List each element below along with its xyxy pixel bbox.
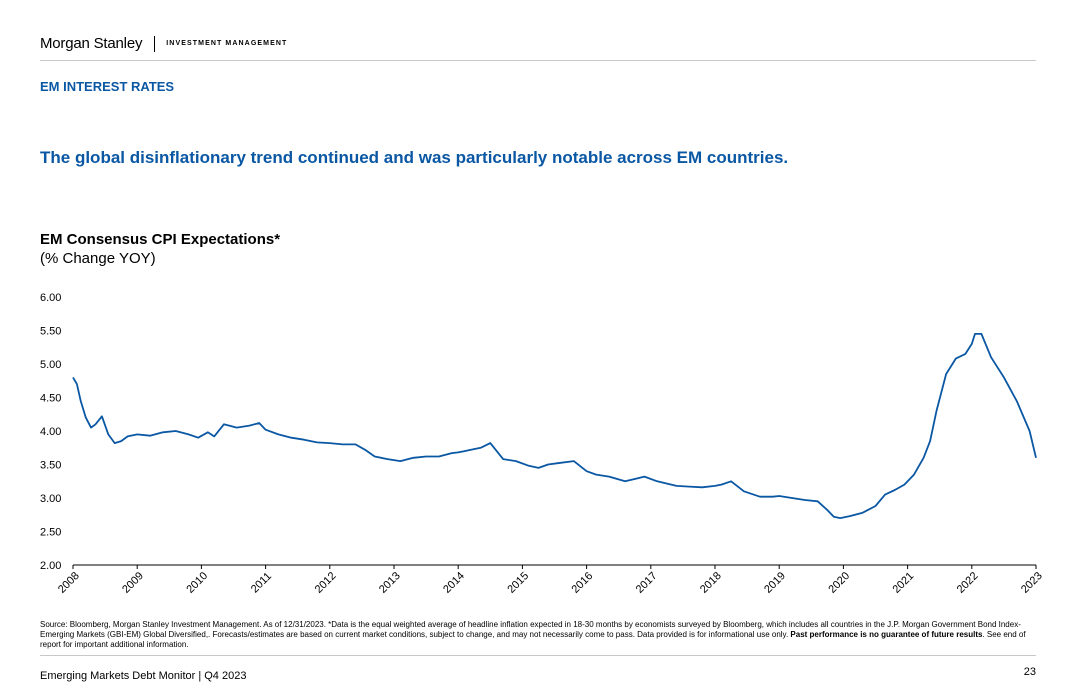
x-tick-label: 2018 — [698, 570, 724, 596]
series-line — [72, 333, 1037, 519]
source-note: Source: Bloomberg, Morgan Stanley Invest… — [40, 620, 1030, 650]
x-tick-label: 2008 — [56, 570, 82, 596]
footer-rule — [40, 655, 1036, 656]
brand-division: INVESTMENT MANAGEMENT — [166, 40, 288, 47]
cpi-line-chart: 2.00 2.50 3.00 3.50 4.00 4.50 5.00 5.50 6.00 2008… — [40, 292, 1045, 596]
x-tick-label: 2015 — [505, 570, 531, 596]
source-text-end: . See end of report for important additi… — [40, 630, 1026, 649]
x-tick-label: 2016 — [570, 570, 596, 596]
y-tick-label: 3.50 — [40, 460, 61, 472]
logo-divider — [154, 35, 156, 52]
page-number: 23 — [1023, 666, 1036, 678]
source-disclaimer-bold: Past performance is no guarantee of futu… — [790, 630, 983, 639]
x-tick-label: 2017 — [634, 570, 660, 596]
source-text: Source: Bloomberg, Morgan Stanley Invest… — [40, 620, 1021, 639]
x-tick-label: 2013 — [377, 570, 403, 596]
y-tick-label: 4.00 — [40, 426, 61, 438]
x-tick-label: 2019 — [762, 570, 788, 596]
y-tick-label: 6.00 — [40, 292, 61, 304]
chart-title: EM Consensus CPI Expectations* — [40, 231, 281, 248]
brand-name: Morgan Stanley — [40, 35, 143, 52]
x-tick-label: 2020 — [826, 570, 852, 596]
section-title: EM INTEREST RATES — [40, 79, 175, 94]
y-tick-label: 5.00 — [40, 359, 61, 371]
footer-label: Emerging Markets Debt Monitor | Q4 2023 — [40, 670, 247, 682]
header-logo: Morgan Stanley INVESTMENT MANAGEMENT — [40, 35, 287, 52]
header-rule — [40, 60, 1036, 61]
y-tick-label: 5.50 — [40, 326, 61, 338]
y-tick-label: 4.50 — [40, 393, 61, 405]
x-tick-label: 2023 — [1019, 570, 1045, 596]
x-tick-label: 2009 — [120, 570, 146, 596]
y-tick-label: 2.00 — [40, 560, 61, 572]
chart-subtitle: (% Change YOY) — [40, 250, 156, 267]
x-tick-label: 2010 — [184, 570, 210, 596]
x-tick-label: 2012 — [313, 570, 339, 596]
x-tick-label: 2014 — [441, 570, 467, 596]
y-tick-label: 3.00 — [40, 493, 61, 505]
x-tick-label: 2011 — [249, 570, 274, 595]
x-tick-label: 2022 — [955, 570, 981, 596]
page-headline: The global disinflationary trend continu… — [40, 148, 789, 167]
x-tick-label: 2021 — [891, 570, 917, 596]
y-tick-label: 2.50 — [40, 527, 61, 539]
